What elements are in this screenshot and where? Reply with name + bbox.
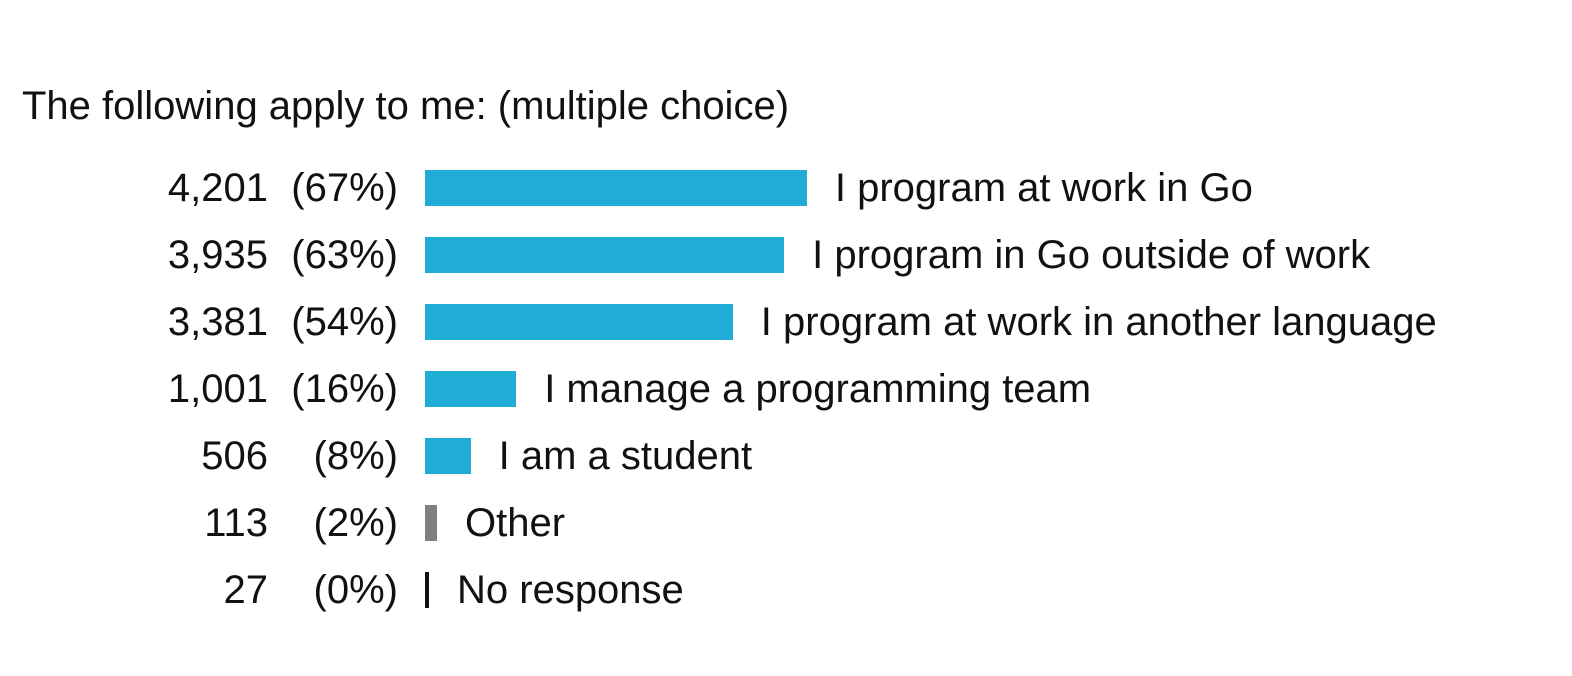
category-label: I am a student	[498, 434, 753, 478]
bar	[425, 304, 733, 340]
bar	[425, 505, 437, 541]
category-label: I program at work in Go	[834, 166, 1253, 210]
bar	[425, 572, 429, 608]
percent-label: (2%)	[313, 501, 398, 545]
percent-label: (8%)	[313, 434, 398, 478]
bar	[425, 371, 517, 407]
bar-row: 113 (2%) Other	[0, 497, 1572, 549]
bar	[425, 170, 807, 206]
count-label: 4,201	[167, 166, 268, 210]
percent-label: (0%)	[313, 568, 398, 612]
category-label: I program at work in another language	[760, 300, 1437, 344]
count-label: 506	[201, 434, 268, 478]
bar-row: 1,001 (16%) I manage a programming team	[0, 363, 1572, 415]
count-label: 113	[204, 501, 268, 545]
bar-row: 3,381 (54%) I program at work in another l…	[0, 296, 1572, 348]
chart-title: The following apply to me: (multiple cho…	[22, 84, 790, 128]
category-label: I manage a programming team	[544, 367, 1092, 411]
bar-row: 4,201 (67%) I program at work in Go	[0, 162, 1572, 214]
percent-label: (54%)	[291, 300, 398, 344]
count-label: 27	[223, 568, 269, 612]
category-label: No response	[457, 568, 684, 612]
count-label: 3,381	[167, 300, 268, 344]
bar	[425, 438, 471, 474]
count-label: 3,935	[167, 233, 268, 277]
bar-row: 3,935 (63%) I program in Go outside of wor…	[0, 229, 1572, 281]
count-label: 1,001	[167, 367, 268, 411]
category-label: I program in Go outside of work	[812, 233, 1371, 277]
percent-label: (16%)	[291, 367, 398, 411]
bar	[425, 237, 785, 273]
bar-row: 27 (0%) No response	[0, 564, 1572, 616]
bar-row: 506 (8%) I am a student	[0, 430, 1572, 482]
percent-label: (67%)	[291, 166, 398, 210]
percent-label: (63%)	[291, 233, 398, 277]
category-label: Other	[465, 501, 566, 545]
